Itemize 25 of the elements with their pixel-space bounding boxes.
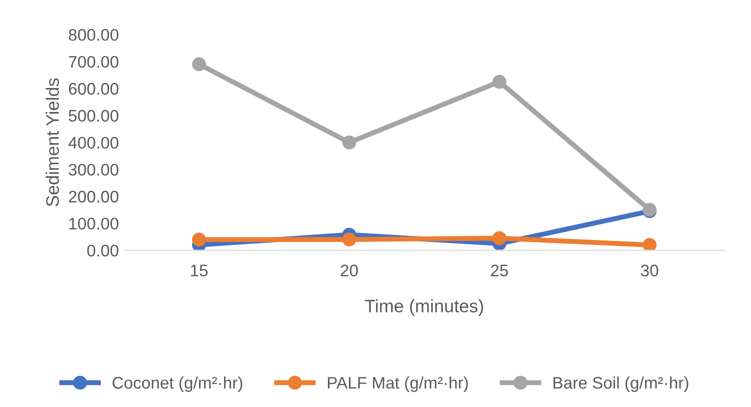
y-tick-label: 400.00 bbox=[68, 136, 118, 149]
x-tick-label: 15 bbox=[191, 264, 208, 276]
x-tick-label: 25 bbox=[490, 264, 508, 276]
point bbox=[342, 232, 356, 246]
legend-label: PALF Mat (g/m²·hr) bbox=[328, 376, 468, 392]
x-tick-label: 20 bbox=[340, 264, 358, 276]
y-tick-label: 500.00 bbox=[68, 110, 118, 122]
y-tick-label: 100.00 bbox=[69, 218, 118, 230]
point bbox=[642, 238, 657, 250]
point bbox=[492, 231, 506, 246]
y-tick-label: 200.00 bbox=[68, 190, 118, 203]
point bbox=[192, 232, 206, 246]
y-tick-label: 0.00 bbox=[87, 244, 118, 257]
point bbox=[492, 74, 506, 89]
point bbox=[342, 136, 356, 150]
y-tick-label: 600.00 bbox=[68, 82, 118, 95]
y-tick-label: 800.00 bbox=[68, 28, 118, 41]
y-tick-label: 700.00 bbox=[68, 56, 118, 68]
x-axis-title: Time (minutes) bbox=[364, 299, 484, 316]
point bbox=[192, 57, 206, 72]
x-tick-label: 30 bbox=[640, 264, 658, 276]
legend-label: Coconet (g/m²·hr) bbox=[112, 376, 242, 392]
y-tick-label: 300.00 bbox=[68, 164, 118, 176]
legend-label: Bare Soil (g/m²·hr) bbox=[554, 376, 688, 392]
y-axis-title: Sediment Yields bbox=[46, 78, 59, 206]
